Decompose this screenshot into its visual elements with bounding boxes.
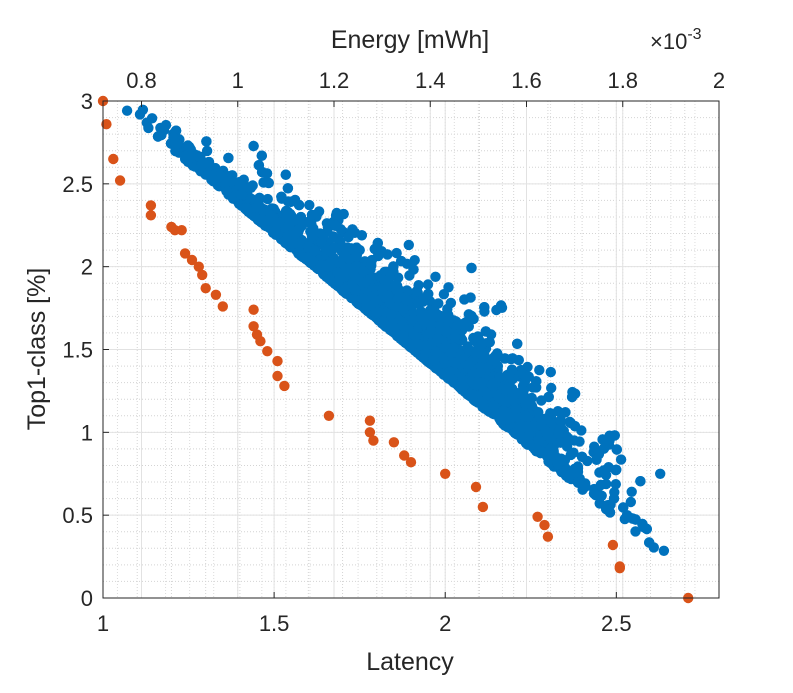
cloud-point [644,537,655,548]
cloud-point [655,468,666,479]
cloud-point [625,496,636,508]
cloud-point [329,242,340,254]
cloud-point [479,302,490,313]
cloud-point [546,382,557,394]
cloud-point [293,199,305,211]
cloud-point [627,513,638,524]
cloud-point [630,526,641,537]
cloud-point [306,209,318,221]
cloud-point [526,392,537,404]
cloud-point [626,486,637,497]
cloud-point [396,255,407,267]
cloud-point [466,262,477,274]
cloud-point [137,104,149,116]
cloud-point [565,417,576,429]
cloud-point [256,150,267,161]
cloud-point [576,451,588,462]
cloud-point [553,428,564,440]
cloud-point [484,337,495,348]
cloud-point [285,196,296,207]
cloud-point [223,152,234,164]
cloud-point [610,479,621,490]
cloud-point [569,435,580,446]
cloud-point [445,297,457,309]
cloud-point [495,300,507,311]
cloud-point [314,228,326,239]
cloud-point [372,237,383,249]
cloud-point [543,391,554,403]
cloud-point [520,410,531,422]
cloud-point [533,407,544,418]
cloud-point [304,199,315,211]
cloud-point [440,325,452,336]
cloud-point [382,249,393,260]
cloud-point [534,364,545,376]
cloud-point [465,292,476,303]
cloud-point [373,250,384,262]
cloud-point [411,285,423,297]
cloud-point [201,136,212,147]
cloud-point [261,168,273,179]
cloud-point [466,310,477,322]
cloud-point [494,371,506,383]
cloud-point [316,236,327,247]
cloud-point [349,243,360,254]
cloud-point [435,310,446,322]
cloud-point [566,391,578,403]
cloud-point [391,247,402,259]
cloud-point [545,366,556,378]
cloud-point [591,454,602,465]
cloud-point [121,105,133,116]
cloud-point [234,179,246,191]
cloud-point [152,131,164,142]
cloud-point [611,444,622,455]
cloud-point [382,292,393,304]
cloud-point [201,145,213,157]
cloud-point [512,338,523,349]
cloud-point [422,279,434,290]
cloud-point [430,271,441,282]
cloud-point [604,507,616,518]
cloud-point [507,353,518,364]
cloud-point [565,469,576,480]
cloud-point [480,326,491,337]
cloud-point [572,462,584,474]
cloud-point [438,289,450,300]
cloud-point [555,415,566,426]
cloud-point [618,502,629,513]
cloud-point [262,193,273,205]
cloud-point [658,545,670,556]
cloud-point [390,279,401,290]
cloud-point [609,430,620,441]
cloud-point [615,454,627,465]
cloud-point [417,296,429,307]
cloud-point [560,407,571,418]
cloud-point [424,328,435,339]
cloud-point [595,479,606,491]
cloud-point [225,176,237,187]
cloud-point [143,122,154,134]
cloud-point [545,433,556,444]
cloud-point [221,185,232,197]
cloud-point [403,239,414,251]
cloud-point [330,220,341,231]
cloud-point [531,376,542,387]
cloud-point [258,177,269,188]
cloud-point [146,113,158,124]
cloud-point [568,447,579,458]
cloud-series [121,104,670,556]
